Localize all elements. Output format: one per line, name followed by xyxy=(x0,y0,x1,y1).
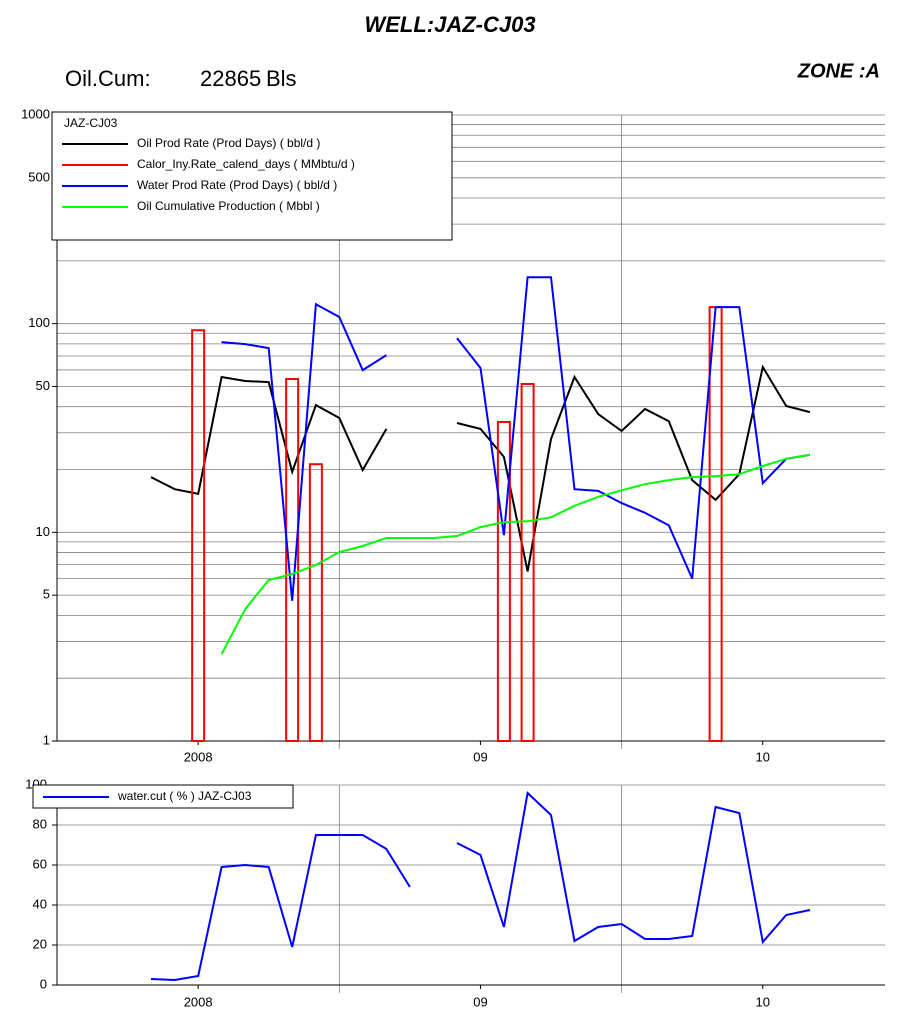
oil-cum-value: 22865 xyxy=(200,66,261,91)
y-tick-label: 500 xyxy=(28,169,50,184)
y-tick-label: 100 xyxy=(28,315,50,330)
x-tick-label: 2008 xyxy=(184,749,213,764)
legend-label: Oil Prod Rate (Prod Days) ( bbl/d ) xyxy=(137,136,320,150)
well-title: WELL:JAZ-CJ03 xyxy=(364,12,535,37)
x-tick-label: 10 xyxy=(756,994,770,1009)
legend-box xyxy=(32,784,294,809)
x-tick-label: 09 xyxy=(473,994,487,1009)
y-tick-label: 80 xyxy=(33,816,47,831)
bar xyxy=(708,306,723,742)
y-tick-label: 1 xyxy=(43,732,50,747)
y-tick-label: 5 xyxy=(43,587,50,602)
y-tick-label: 40 xyxy=(33,896,47,911)
legend-title: JAZ-CJ03 xyxy=(64,116,118,130)
x-tick-label: 2008 xyxy=(184,994,213,1009)
zone-label: ZONE :A xyxy=(797,60,880,82)
bar xyxy=(520,382,535,742)
bar xyxy=(308,463,323,742)
series-line xyxy=(221,276,811,601)
series-line xyxy=(150,791,811,982)
x-tick-label: 10 xyxy=(756,749,770,764)
legend-label: Oil Cumulative Production ( Mbbl ) xyxy=(137,199,320,213)
legend-label: water.cut ( % ) JAZ-CJ03 xyxy=(117,789,252,803)
series-line xyxy=(220,453,811,655)
y-tick-label: 60 xyxy=(33,856,47,871)
legend-label: Water Prod Rate (Prod Days) ( bbl/d ) xyxy=(137,178,337,192)
bar xyxy=(496,420,511,742)
bar xyxy=(191,329,206,742)
y-tick-label: 1000 xyxy=(21,106,50,121)
y-tick-label: 20 xyxy=(33,936,47,951)
legend-label: Calor_Iny.Rate_calend_days ( MMbtu/d ) xyxy=(137,157,355,171)
y-tick-label: 50 xyxy=(36,378,50,393)
y-tick-label: 0 xyxy=(40,976,47,991)
legend-box xyxy=(51,111,453,241)
x-tick-label: 09 xyxy=(473,749,487,764)
bar xyxy=(285,378,300,742)
y-tick-label: 10 xyxy=(36,524,50,539)
series-line xyxy=(150,364,811,572)
oil-cum-label: Oil.Cum: xyxy=(65,66,151,91)
oil-cum-unit: Bls xyxy=(266,66,297,91)
